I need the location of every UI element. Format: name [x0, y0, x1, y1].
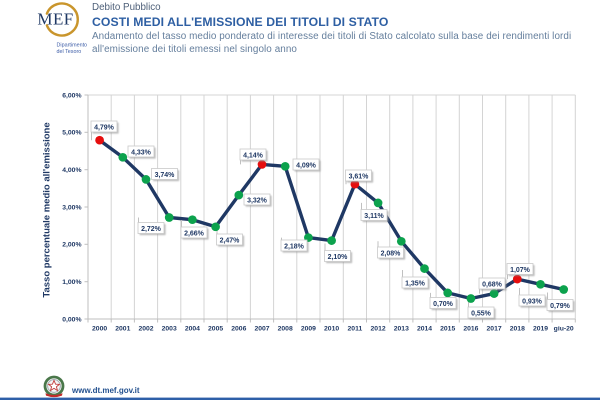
svg-text:0,55%: 0,55% [471, 310, 492, 317]
svg-text:2,18%: 2,18% [284, 243, 305, 250]
svg-text:2,00%: 2,00% [62, 242, 81, 249]
svg-text:2016: 2016 [463, 326, 478, 333]
svg-text:2,47%: 2,47% [220, 237, 241, 244]
svg-text:2015: 2015 [440, 326, 455, 333]
svg-text:2019: 2019 [533, 326, 548, 333]
svg-text:4,14%: 4,14% [243, 152, 264, 159]
svg-text:3,74%: 3,74% [155, 172, 176, 179]
svg-text:2002: 2002 [138, 326, 153, 333]
svg-text:2011: 2011 [348, 326, 363, 333]
svg-text:5,00%: 5,00% [62, 130, 81, 137]
svg-text:4,09%: 4,09% [296, 162, 317, 169]
svg-text:2003: 2003 [162, 326, 177, 333]
svg-text:2010: 2010 [324, 326, 339, 333]
svg-text:4,00%: 4,00% [62, 167, 81, 174]
svg-text:2004: 2004 [185, 326, 200, 333]
svg-text:2006: 2006 [231, 326, 246, 333]
svg-text:3,00%: 3,00% [62, 204, 81, 211]
svg-text:2007: 2007 [254, 326, 269, 333]
svg-text:1,07%: 1,07% [510, 267, 531, 274]
svg-text:Dipartimento: Dipartimento [57, 42, 88, 48]
svg-text:MEF: MEF [37, 10, 73, 29]
svg-text:giu-20: giu-20 [554, 326, 574, 333]
svg-text:2,66%: 2,66% [184, 230, 205, 237]
svg-text:4,79%: 4,79% [94, 124, 115, 131]
svg-text:del Tesoro: del Tesoro [57, 49, 82, 55]
svg-text:2018: 2018 [510, 326, 525, 333]
svg-text:2000: 2000 [92, 326, 107, 333]
svg-text:2001: 2001 [115, 326, 130, 333]
svg-text:0,79%: 0,79% [550, 303, 571, 310]
svg-text:Tasso percentuale medio all'em: Tasso percentuale medio all'emissione [42, 122, 53, 297]
svg-text:2017: 2017 [487, 326, 502, 333]
svg-text:2012: 2012 [371, 326, 386, 333]
svg-text:3,32%: 3,32% [247, 197, 268, 204]
svg-text:www.dt.mef.gov.it: www.dt.mef.gov.it [71, 386, 140, 395]
svg-text:2,08%: 2,08% [381, 250, 402, 257]
svg-text:0,00%: 0,00% [62, 316, 81, 323]
svg-text:2005: 2005 [208, 326, 223, 333]
svg-text:0,70%: 0,70% [433, 301, 454, 308]
svg-text:2,72%: 2,72% [141, 226, 162, 233]
svg-text:2014: 2014 [417, 326, 432, 333]
svg-text:3,61%: 3,61% [349, 173, 370, 180]
svg-text:1,00%: 1,00% [62, 279, 81, 286]
svg-text:1,35%: 1,35% [405, 280, 426, 287]
svg-text:3,11%: 3,11% [364, 213, 384, 220]
svg-text:6,00%: 6,00% [62, 92, 81, 99]
svg-text:0,93%: 0,93% [522, 298, 543, 305]
svg-text:4,33%: 4,33% [131, 149, 152, 156]
svg-text:2009: 2009 [301, 326, 316, 333]
svg-text:2013: 2013 [394, 326, 409, 333]
svg-text:2,10%: 2,10% [328, 254, 349, 261]
svg-text:2008: 2008 [278, 326, 293, 333]
svg-text:0,68%: 0,68% [482, 281, 503, 288]
